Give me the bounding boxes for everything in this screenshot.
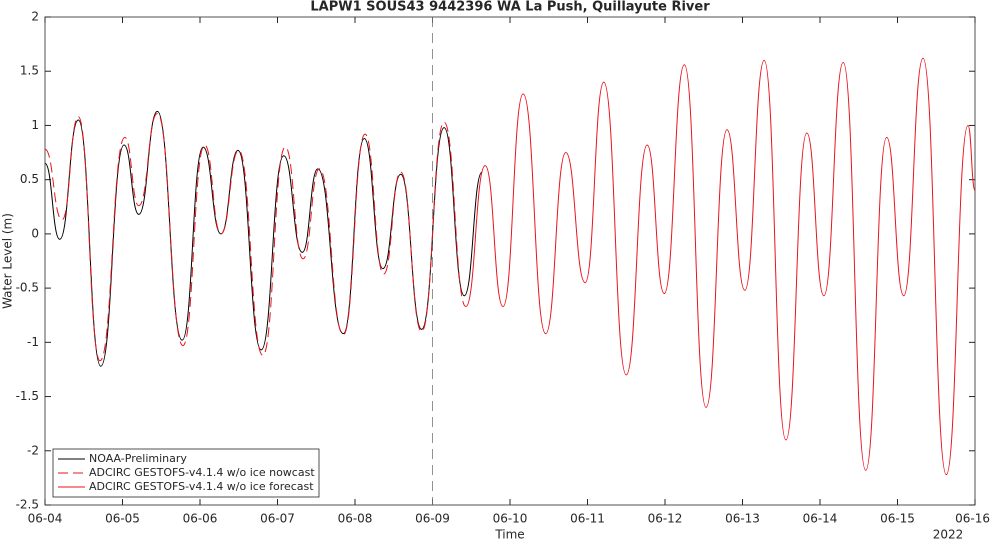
year-label: 2022	[933, 528, 964, 541]
x-tick-label: 06-08	[338, 512, 373, 526]
y-tick-label: -1	[27, 335, 39, 349]
y-tick-label: 2	[31, 10, 39, 24]
legend-box	[52, 448, 320, 498]
y-tick-label: -2.5	[16, 498, 39, 512]
legend-label: ADCIRC GESTOFS-v4.1.4 w/o ice forecast	[89, 480, 314, 493]
series-line	[44, 113, 467, 362]
y-tick-label: 0	[31, 226, 39, 240]
y-tick-label: -1.5	[16, 389, 39, 403]
y-tick-label: 0.5	[20, 172, 39, 186]
y-axis-label: Water Level (m)	[1, 213, 15, 309]
x-tick-label: 06-13	[725, 512, 760, 526]
x-tick-label: 06-11	[570, 512, 605, 526]
x-tick-label: 06-10	[493, 512, 528, 526]
x-tick-label: 06-06	[183, 512, 218, 526]
x-axis-label: Time	[494, 528, 524, 541]
x-tick-label: 06-16	[955, 512, 990, 526]
x-tick-label: 06-14	[803, 512, 838, 526]
x-tick-label: 06-09	[415, 512, 450, 526]
legend-label: NOAA-Preliminary	[89, 452, 187, 465]
y-tick-label: 1.5	[20, 64, 39, 78]
y-tick-label: -2	[27, 443, 39, 457]
y-tick-label: 1	[31, 118, 39, 132]
x-tick-label: 06-15	[880, 512, 915, 526]
x-tick-label: 06-05	[105, 512, 140, 526]
x-tick-label: 06-04	[28, 512, 63, 526]
y-tick-label: -0.5	[16, 281, 39, 295]
x-tick-label: 06-12	[648, 512, 683, 526]
legend-label: ADCIRC GESTOFS-v4.1.4 w/o ice nowcast	[89, 466, 315, 479]
x-tick-label: 06-07	[260, 512, 295, 526]
series-line	[465, 57, 976, 476]
chart-title: LAPW1 SOUS43 9442396 WA La Push, Quillay…	[310, 0, 710, 15]
